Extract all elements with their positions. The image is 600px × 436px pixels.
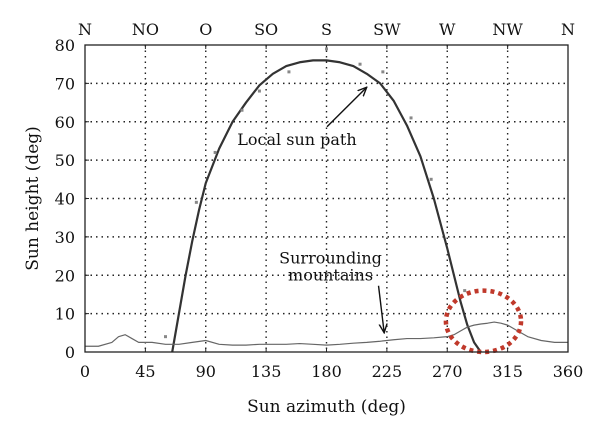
measured-point	[164, 335, 167, 339]
compass-label: NO	[132, 20, 159, 39]
x-tick-label: 270	[432, 362, 463, 381]
compass-label: W	[439, 20, 456, 39]
tick-layer: 0 45 90 135 180 225 270 315 360 0 10 20 30 40 50 60 70 80…	[55, 20, 584, 381]
x-tick-label: 90	[196, 362, 216, 381]
x-tick-label: 45	[135, 362, 155, 381]
y-tick-label: 40	[55, 190, 75, 209]
compass-label: NW	[492, 20, 523, 39]
mountains-arrow	[377, 285, 385, 333]
sun-path-line	[171, 59, 482, 353]
x-tick-label: 0	[80, 362, 90, 381]
y-tick-label: 70	[55, 74, 75, 93]
y-axis-label: Sun height (deg)	[23, 126, 43, 271]
x-tick-label: 360	[553, 362, 584, 381]
compass-label: SW	[373, 20, 401, 39]
x-tick-label: 180	[311, 362, 342, 381]
x-axis-label: Sun azimuth (deg)	[247, 397, 406, 417]
y-tick-label: 20	[55, 266, 75, 285]
plot-frame	[84, 44, 569, 353]
x-tick-label: 225	[372, 362, 403, 381]
y-tick-label: 50	[55, 151, 75, 170]
mountains-line	[85, 321, 568, 347]
measured-point	[194, 200, 198, 204]
mountains-annotation-line: Surrounding	[279, 249, 382, 268]
sun-path-annotation: Local sun path	[237, 130, 356, 149]
measured-point	[213, 150, 217, 154]
measured-point	[429, 177, 433, 181]
y-tick-label: 30	[55, 228, 75, 247]
measured-point	[257, 89, 261, 93]
compass-label: SO	[254, 20, 278, 39]
x-tick-label: 135	[251, 362, 282, 381]
y-tick-label: 60	[55, 113, 75, 132]
measured-point	[381, 70, 385, 74]
measured-point	[463, 289, 467, 293]
compass-label: N	[561, 20, 575, 39]
measured-point	[240, 108, 244, 112]
measured-point	[325, 47, 328, 51]
compass-label: O	[199, 20, 212, 39]
y-tick-label: 10	[55, 305, 75, 324]
compass-label: N	[78, 20, 92, 39]
y-tick-label: 0	[65, 343, 75, 362]
mountains-annotation-line: mountains	[288, 266, 373, 285]
measured-point	[409, 116, 413, 120]
measured-point	[287, 70, 291, 74]
measured-point	[358, 62, 362, 66]
grid-layer	[85, 45, 568, 352]
y-tick-label: 80	[55, 36, 75, 55]
compass-label: S	[321, 20, 332, 39]
x-tick-label: 315	[492, 362, 523, 381]
series-layer	[85, 47, 568, 353]
highlight-ellipse	[443, 288, 524, 355]
sun-path-arrow	[326, 87, 367, 128]
